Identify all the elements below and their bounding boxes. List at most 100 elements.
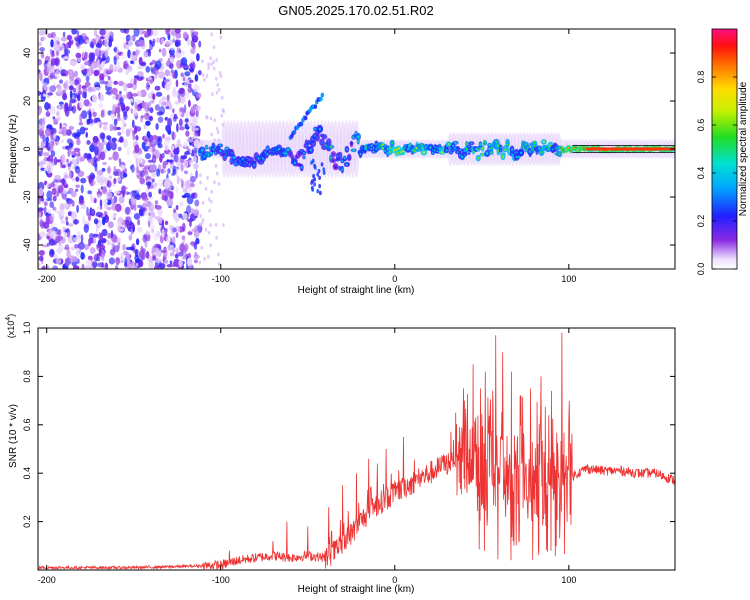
noise-blob: [156, 250, 162, 258]
noise-blob: [160, 168, 165, 174]
noise-blob: [158, 178, 164, 188]
noise-blob: [188, 67, 195, 72]
noise-blob: [120, 52, 128, 59]
noise-blob: [74, 166, 79, 170]
noise-blob: [39, 231, 47, 238]
x-tick-label: -100: [212, 575, 230, 585]
noise-blob: [73, 70, 79, 78]
noise-blob: [78, 249, 82, 254]
noise-blob: [154, 60, 162, 70]
noise-blob: [156, 230, 161, 238]
noise-blob: [62, 56, 70, 60]
noise-blob: [49, 85, 56, 93]
noise-blob: [84, 265, 92, 269]
noise-blob: [210, 32, 213, 37]
noise-blob: [200, 245, 203, 250]
noise-blob: [222, 223, 225, 228]
noise-blob: [47, 209, 52, 215]
signal-core: [483, 141, 487, 144]
noise-blob: [64, 79, 70, 84]
noise-blob: [130, 108, 134, 114]
noise-blob: [149, 39, 152, 45]
noise-blob: [172, 235, 176, 245]
noise-blob: [183, 159, 189, 169]
noise-blob: [157, 208, 163, 216]
noise-blob: [165, 29, 170, 36]
noise-blob: [63, 174, 69, 179]
noise-blob: [99, 151, 106, 161]
y-tick-label: 0: [22, 146, 32, 151]
noise-blob: [134, 259, 141, 263]
noise-blob: [89, 65, 94, 71]
noise-blob: [77, 170, 85, 177]
noise-blob: [95, 43, 102, 48]
noise-blob: [38, 124, 43, 129]
noise-blob: [62, 226, 65, 232]
signal-core: [506, 143, 509, 147]
noise-blob: [102, 121, 109, 126]
noise-blob: [152, 29, 159, 37]
noise-blob: [205, 74, 209, 78]
signal-core: [352, 149, 355, 152]
noise-blob: [173, 148, 179, 155]
noise-blob: [125, 216, 132, 223]
noise-blob: [62, 187, 68, 194]
noise-blob: [101, 109, 104, 118]
noise-blob: [66, 198, 73, 205]
snr-y-axis-label: SNR (10 * v/v): [8, 404, 19, 468]
noise-blob: [101, 262, 105, 269]
noise-blob: [182, 212, 188, 220]
noise-blob: [54, 69, 60, 80]
scale-prefix: (x10: [6, 321, 16, 339]
signal-core: [259, 161, 263, 164]
noise-blob: [152, 181, 156, 186]
noise-blob: [85, 220, 90, 225]
noise-blob: [44, 128, 52, 137]
noise-blob: [177, 96, 182, 103]
noise-blob: [47, 225, 54, 230]
noise-blob: [187, 86, 193, 94]
noise-blob: [129, 211, 132, 216]
noise-blob: [193, 163, 199, 170]
noise-blob: [220, 113, 224, 118]
y-tick-label: 1.0: [22, 322, 32, 335]
noise-blob: [110, 230, 114, 239]
noise-blob: [78, 241, 85, 250]
signal-core: [277, 148, 281, 151]
branch-blob: [319, 190, 322, 196]
noise-blob: [104, 49, 109, 58]
noise-blob: [69, 171, 72, 180]
noise-blob: [175, 231, 179, 238]
signal-core: [445, 149, 448, 152]
noise-blob: [208, 208, 211, 213]
noise-blob: [122, 244, 126, 251]
x-tick-label: 100: [561, 575, 576, 585]
noise-blob: [121, 124, 125, 134]
noise-blob: [42, 36, 46, 41]
noise-blob: [144, 112, 150, 121]
signal-core: [449, 151, 453, 154]
noise-blob: [68, 142, 74, 148]
noise-blob: [91, 141, 97, 148]
noise-blob: [155, 123, 159, 130]
noise-blob: [179, 143, 183, 148]
noise-blob: [118, 195, 125, 204]
noise-blob: [120, 29, 127, 34]
branch-blob: [316, 189, 320, 194]
noise-blob: [38, 250, 45, 256]
noise-blob: [96, 58, 100, 68]
noise-blob: [63, 82, 68, 89]
colorbar-tick-label: 0.6: [696, 119, 706, 132]
noise-blob: [148, 224, 155, 230]
noise-blob: [215, 235, 218, 240]
noise-blob: [75, 176, 80, 182]
noise-blob: [46, 147, 51, 151]
noise-blob: [190, 106, 195, 114]
signal-core: [302, 151, 306, 155]
noise-blob: [97, 142, 104, 151]
noise-blob: [155, 257, 161, 264]
noise-blob: [180, 57, 188, 67]
noise-blob: [213, 180, 216, 185]
noise-blob: [148, 261, 154, 269]
